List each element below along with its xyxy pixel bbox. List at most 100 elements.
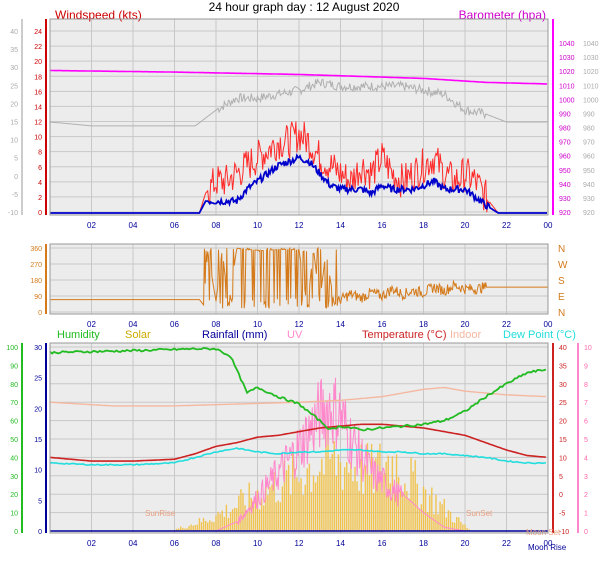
wind-tick-labels: 02 04 06 08 10 12 14 16 18 20 22 002422201816141210… bbox=[8, 29, 599, 230]
legend-item: Humidity bbox=[57, 329, 100, 341]
solar-tick-label: 5 bbox=[38, 498, 42, 505]
x-tick-label: 18 bbox=[419, 320, 428, 329]
barometer-tick-label: 1020 bbox=[559, 69, 575, 76]
x-tick-label: 22 bbox=[502, 539, 511, 548]
barometer-outer-tick-label: 970 bbox=[583, 140, 595, 147]
x-tick-label: 12 bbox=[295, 320, 304, 329]
barometer-tick-label: 1010 bbox=[559, 83, 575, 90]
temperature-tick-label: -5 bbox=[559, 511, 565, 518]
legend-item: Rainfall (mm) bbox=[202, 329, 267, 341]
temperature-tick-label: 10 bbox=[559, 455, 567, 462]
legend-item: Solar bbox=[125, 329, 151, 341]
solar-tick-label: 0 bbox=[38, 529, 42, 536]
temperature-tick-label: 0 bbox=[559, 492, 563, 499]
barometer-series bbox=[50, 69, 547, 85]
humidity-tick-label: 30 bbox=[10, 474, 18, 481]
humidity-tick-label: 60 bbox=[10, 419, 18, 426]
humidity-tick-label: 100 bbox=[6, 345, 18, 352]
temperature-tick-label: 40 bbox=[559, 345, 567, 352]
barometer-outer-tick-label: 980 bbox=[583, 126, 595, 133]
windspeed-tick-label: 0 bbox=[38, 210, 42, 217]
sunrise-label: SunRise bbox=[145, 509, 176, 518]
wind-barometer-panel: 02 04 06 08 10 12 14 16 18 20 22 002422201816141210… bbox=[8, 8, 599, 230]
moonrise-label: Moon Rise bbox=[528, 543, 567, 552]
windspeed-tick-label: 22 bbox=[34, 44, 42, 51]
wind-outer-tick-label: -5 bbox=[12, 192, 18, 199]
x-tick-label: 12 bbox=[295, 221, 304, 230]
legend-item: Temperature (°C) bbox=[362, 329, 446, 341]
x-tick-label: 10 bbox=[253, 539, 262, 548]
x-tick-label: 06 bbox=[170, 320, 179, 329]
barometer-tick-label: 980 bbox=[559, 126, 571, 133]
temperature-panel: 02 04 06 08 10 12 14 16 18 20 22 004035302520151050… bbox=[6, 329, 592, 552]
x-tick-label: 06 bbox=[170, 539, 179, 548]
direction-series bbox=[50, 246, 548, 309]
temperature-panel-border bbox=[49, 342, 549, 534]
x-tick-label: 12 bbox=[295, 539, 304, 548]
average-wind-series bbox=[50, 153, 547, 214]
direction-compass-label: W bbox=[558, 260, 568, 271]
direction-tick-label: 270 bbox=[30, 262, 42, 269]
temperature-grid bbox=[50, 343, 549, 533]
barometer-outer-tick-label: 950 bbox=[583, 168, 595, 175]
wind-direction-panel: 02 04 06 08 10 12 14 16 18 20 22 00360270180900NWSE… bbox=[30, 243, 568, 329]
x-tick-label: 18 bbox=[419, 221, 428, 230]
barometer-tick-label: 960 bbox=[559, 154, 571, 161]
windspeed-tick-label: 20 bbox=[34, 59, 42, 66]
barometer-tick-label: 920 bbox=[559, 210, 571, 217]
x-tick-label: 02 bbox=[87, 221, 96, 230]
barometer-tick-label: 930 bbox=[559, 196, 571, 203]
x-tick-label: 02 bbox=[87, 320, 96, 329]
humidity-tick-label: 10 bbox=[10, 511, 18, 518]
barometer-outer-tick-label: 990 bbox=[583, 111, 595, 118]
chart-title: 24 hour graph day : 12 August 2020 bbox=[209, 0, 400, 14]
temperature-tick-label: 35 bbox=[559, 363, 567, 370]
legend-item: Indoor bbox=[450, 329, 482, 341]
wind-outer-tick-label: 40 bbox=[10, 29, 18, 36]
humidity-tick-label: 80 bbox=[10, 382, 18, 389]
direction-tick-label: 90 bbox=[34, 294, 42, 301]
legend-item: Dew Point (°C) bbox=[503, 329, 576, 341]
direction-compass-label: N bbox=[558, 308, 565, 319]
wind-outer-tick-label: 20 bbox=[10, 101, 18, 108]
solar-tick-label: 10 bbox=[34, 468, 42, 475]
solar-tick-label: 20 bbox=[34, 406, 42, 413]
barometer-tick-label: 1040 bbox=[559, 41, 575, 48]
wind-outer-tick-label: 10 bbox=[10, 138, 18, 145]
barometer-tick-label: 1030 bbox=[559, 55, 575, 62]
x-tick-label: 18 bbox=[419, 539, 428, 548]
direction-compass-label: S bbox=[558, 276, 565, 287]
humidity-tick-label: 50 bbox=[10, 437, 18, 444]
uv-tick-label: 9 bbox=[584, 363, 588, 370]
solar-tick-label: 25 bbox=[34, 376, 42, 383]
direction-series bbox=[50, 246, 548, 309]
barometer-outer-tick-label: 930 bbox=[583, 196, 595, 203]
direction-tick-label: 180 bbox=[30, 278, 42, 285]
uv-tick-label: 5 bbox=[584, 437, 588, 444]
x-tick-label: 14 bbox=[336, 320, 345, 329]
barometer-outer-tick-label: 1020 bbox=[583, 69, 599, 76]
windspeed-tick-label: 12 bbox=[34, 120, 42, 127]
barometer-tick-label: 950 bbox=[559, 168, 571, 175]
wind-outer-tick-label: 5 bbox=[14, 156, 18, 163]
humidity-tick-label: 40 bbox=[10, 455, 18, 462]
temperature-tick-label: 30 bbox=[559, 382, 567, 389]
barometer-tick-label: 1000 bbox=[559, 97, 575, 104]
windspeed-tick-label: 10 bbox=[34, 135, 42, 142]
x-tick-label: 20 bbox=[461, 221, 470, 230]
temperature-tick-label: 5 bbox=[559, 474, 563, 481]
humidity-tick-label: 70 bbox=[10, 400, 18, 407]
x-tick-label: 16 bbox=[378, 320, 387, 329]
temperature-series bbox=[49, 423, 546, 462]
barometer-outer-tick-label: 920 bbox=[583, 210, 595, 217]
x-tick-label: 22 bbox=[502, 320, 511, 329]
barometer-outer-tick-label: 1000 bbox=[583, 97, 599, 104]
x-tick-label: 10 bbox=[253, 320, 262, 329]
temperature-tick-labels: 02 04 06 08 10 12 14 16 18 20 22 004035302520151050… bbox=[6, 345, 592, 548]
direction-tick-label: 0 bbox=[38, 310, 42, 317]
temperature-tick-label: 25 bbox=[559, 400, 567, 407]
direction-tick-label: 360 bbox=[30, 246, 42, 253]
barometer-tick-label: 970 bbox=[559, 140, 571, 147]
